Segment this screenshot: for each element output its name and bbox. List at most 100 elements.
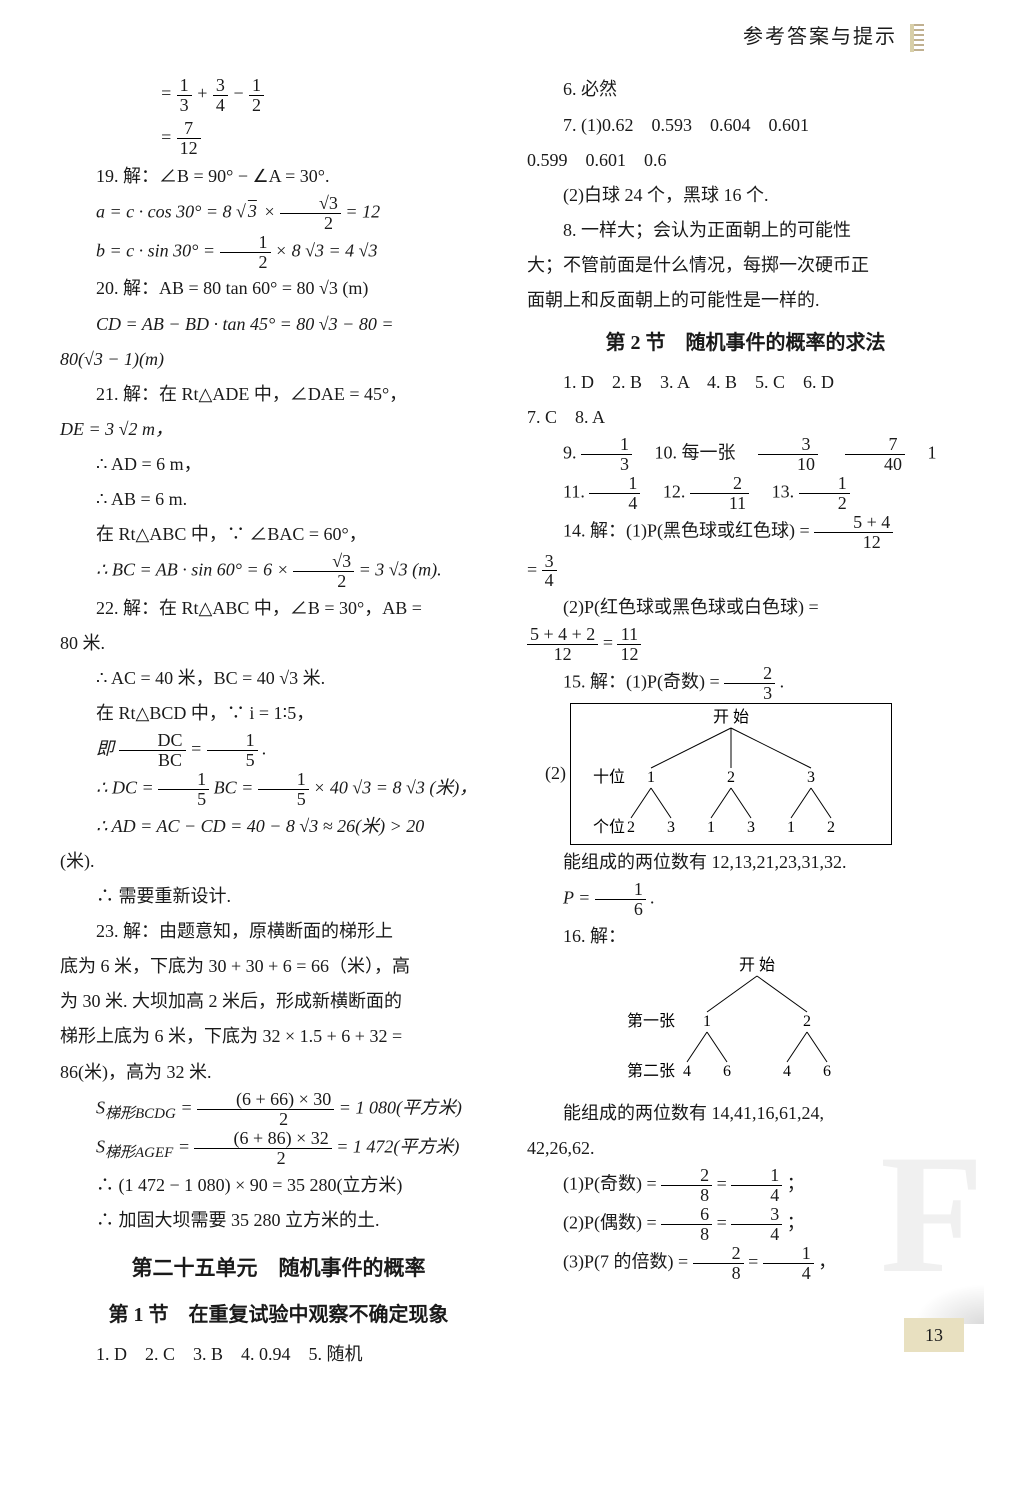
q22g: ∴ AD = AC − CD = 40 − 8 √3 ≈ 26(米) > 20 — [60, 809, 497, 844]
svg-text:3: 3 — [807, 769, 815, 786]
q22b: 80 米. — [60, 626, 497, 661]
q22a: 22. 解：在 Rt△ABC 中，∠B = 30°，AB = — [60, 591, 497, 626]
txt: 即 — [96, 739, 114, 759]
txt: ， — [818, 1251, 836, 1271]
n: 5 + 4 — [814, 513, 893, 533]
txt: − — [232, 83, 249, 103]
svg-text:2: 2 — [827, 819, 835, 836]
tree1-prefix: (2) — [545, 756, 566, 791]
r-a2b: 7. C 8. A — [527, 400, 964, 435]
d: 8 — [693, 1264, 744, 1283]
svg-text:3: 3 — [667, 819, 675, 836]
txt: = — [603, 633, 618, 653]
txt: 12. — [645, 482, 690, 502]
svg-text:6: 6 — [723, 1063, 731, 1080]
tree1-ones-label: 个位 — [593, 818, 625, 836]
q23i: ∴ 加固大坝需要 35 280 立方米的土. — [60, 1203, 497, 1238]
txt: ； — [787, 1174, 805, 1194]
n: 2 — [661, 1166, 712, 1186]
d: 3 — [177, 96, 192, 115]
q20b: CD = AB − BD · tan 45° = 80 √3 − 80 = — [60, 307, 497, 342]
txt: = — [160, 127, 177, 147]
d: 40 — [845, 455, 905, 474]
q21a: 21. 解：在 Rt△ADE 中，∠DAE = 45°， — [60, 377, 497, 412]
n: 2 — [724, 664, 775, 684]
d: 2 — [249, 96, 264, 115]
txt: + — [196, 83, 213, 103]
r14a: 14. 解：(1)P(黑色球或红色球) = 5 + 412 — [527, 513, 964, 552]
frac: 15 — [258, 770, 309, 809]
q23d: 梯形上底为 6 米，下底为 32 × 1.5 + 6 + 32 = — [60, 1019, 497, 1054]
d: 5 — [258, 790, 309, 809]
svg-text:2: 2 — [727, 769, 735, 786]
txt: × 8 √3 = 4 √3 — [275, 240, 378, 260]
n: 1 — [731, 1166, 782, 1186]
txt: ； — [787, 1213, 805, 1233]
q22f: ∴ DC = 15 BC = 15 × 40 √3 = 8 √3 (米)， — [60, 770, 497, 809]
q20c: 80(√3 − 1)(m) — [60, 342, 497, 377]
n: DC — [119, 731, 186, 751]
d: 5 — [158, 790, 209, 809]
frac: DCBC — [119, 731, 186, 770]
d: 2 — [280, 214, 341, 233]
frac: 15 — [207, 731, 258, 770]
n: 1 — [595, 880, 646, 900]
frac: (6 + 66) × 302 — [197, 1090, 334, 1129]
left-column: = 13 + 34 − 12 = 712 19. 解：∠B = 90° − ∠A… — [60, 72, 497, 1371]
n: 1 — [763, 1244, 814, 1264]
txt: 13. — [754, 482, 799, 502]
txt: = — [717, 1213, 732, 1233]
sub: 梯形BCDG — [105, 1106, 176, 1122]
d: 3 — [581, 455, 632, 474]
right-column: 6. 必然 7. (1)0.62 0.593 0.604 0.601 0.599… — [527, 72, 964, 1371]
tree-diagram-1: 开 始 十位 1 2 3 个位 2 3 1 3 1 — [570, 703, 892, 845]
r16b: 能组成的两位数有 14,41,16,61,24, — [527, 1096, 964, 1131]
frac: 15 — [158, 770, 209, 809]
q21c: ∴ AD = 6 m， — [60, 447, 497, 482]
frac: 211 — [690, 474, 749, 513]
frac: 16 — [595, 880, 646, 919]
frac: 12 — [249, 76, 264, 115]
frac: 34 — [542, 552, 557, 591]
frac: 740 — [845, 435, 905, 474]
n: √3 — [280, 194, 341, 214]
frac: (6 + 86) × 322 — [194, 1129, 331, 1168]
r11-13: 11. 14 12. 211 13. 12 — [527, 474, 964, 513]
txt: P = — [563, 888, 595, 908]
r16: 16. 解： — [527, 919, 964, 954]
frac: 5 + 412 — [814, 513, 893, 552]
tree2-svg: 开 始 第一张 1 2 第二张 4 6 4 6 — [587, 954, 887, 1084]
q21b: DE = 3 √2 m， — [60, 412, 497, 447]
svg-text:1: 1 — [703, 1013, 711, 1030]
d: 4 — [542, 571, 557, 590]
d: 8 — [661, 1225, 712, 1244]
svg-text:6: 6 — [823, 1063, 831, 1080]
n: (6 + 86) × 32 — [194, 1129, 331, 1149]
tree1-svg: 开 始 十位 1 2 3 个位 2 3 1 3 1 — [571, 704, 891, 844]
n: (6 + 66) × 30 — [197, 1090, 334, 1110]
d: 2 — [799, 494, 850, 513]
section-2-title: 第 2 节 随机事件的概率的求法 — [527, 324, 964, 363]
d: 2 — [194, 1149, 331, 1168]
q23b: 底为 6 米，下底为 30 + 30 + 6 = 66（米），高 — [60, 949, 497, 984]
n: 6 — [661, 1205, 712, 1225]
frac: 12 — [799, 474, 850, 513]
frac: 14 — [763, 1244, 814, 1283]
r8c: 面朝上和反面朝上的可能性是一样的. — [527, 283, 964, 318]
page: 参考答案与提示 = 13 + 34 − 12 = 712 19. 解：∠B = … — [0, 0, 1024, 1372]
svg-text:1: 1 — [647, 769, 655, 786]
n: 3 — [758, 435, 818, 455]
frac: 12 — [220, 233, 271, 272]
r7a: 7. (1)0.62 0.593 0.604 0.601 — [527, 108, 964, 143]
r16c: 42,26,62. — [527, 1131, 964, 1166]
frac: 13 — [581, 435, 632, 474]
txt: 1 — [910, 443, 937, 463]
unit-25-title: 第二十五单元 随机事件的概率 — [60, 1249, 497, 1290]
q23h: ∴ (1 472 − 1 080) × 90 = 35 280(立方米) — [60, 1168, 497, 1203]
txt: 9. — [563, 443, 581, 463]
d: 12 — [814, 533, 893, 552]
frac: √32 — [293, 552, 354, 591]
frac: 28 — [661, 1166, 712, 1205]
txt: = 1 472(平方米) — [336, 1137, 459, 1157]
txt: = — [190, 739, 207, 759]
